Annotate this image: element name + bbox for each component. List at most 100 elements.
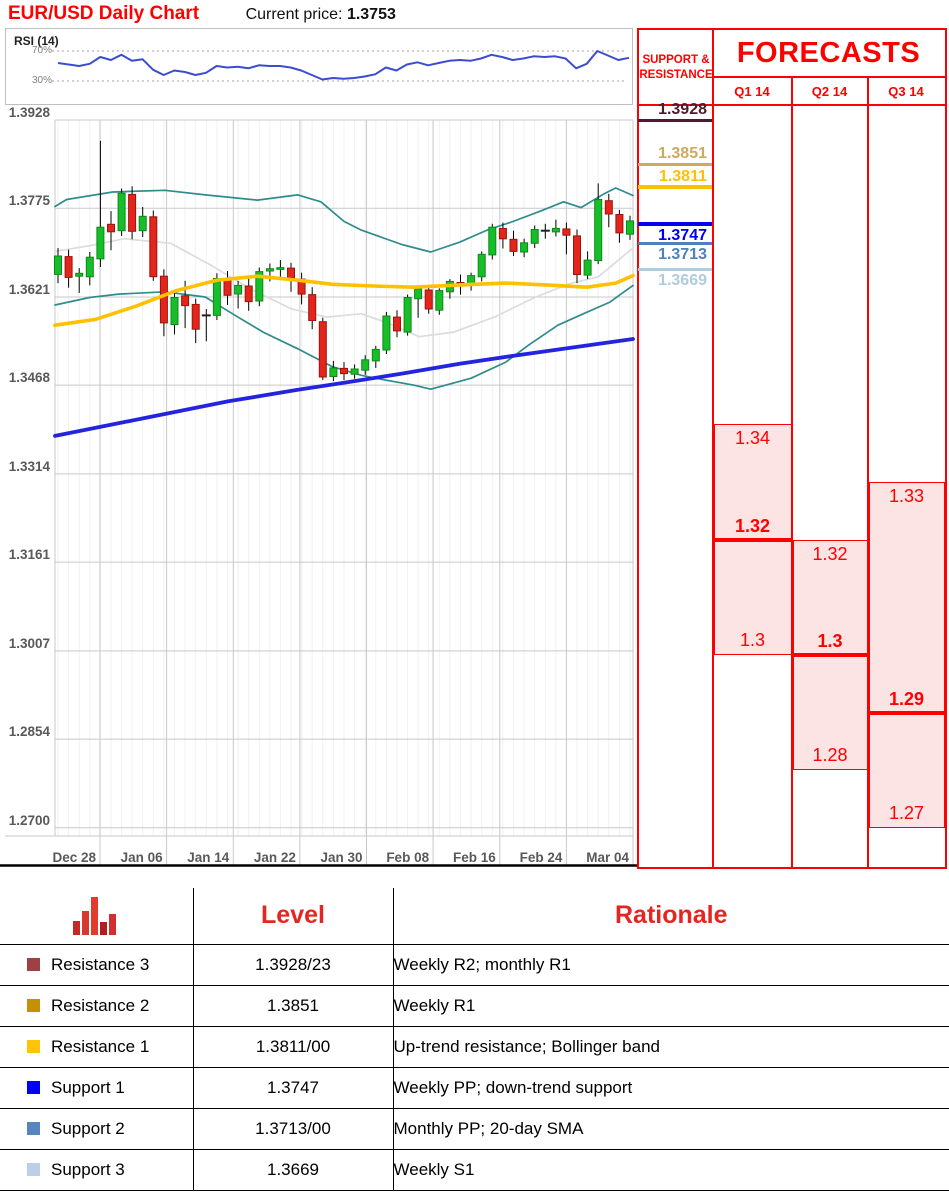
bar-chart-icon	[0, 888, 194, 944]
x-axis-label: Mar 04	[586, 850, 629, 865]
table-row: Resistance 2 1.3851 Weekly R1	[0, 984, 949, 1026]
forecast-range-box	[868, 482, 945, 828]
y-axis-label: 1.3468	[9, 370, 51, 385]
x-axis-label: Jan 14	[187, 850, 230, 865]
candle	[234, 284, 243, 295]
candle	[244, 285, 253, 303]
forecast-value-label: 1.32	[734, 515, 771, 536]
candle	[107, 223, 115, 233]
candle	[287, 267, 295, 279]
panel-border	[712, 28, 714, 869]
candle	[255, 271, 264, 302]
x-axis-label: Jan 22	[254, 850, 296, 865]
candle	[562, 228, 571, 236]
panel-border	[791, 77, 793, 869]
forecast-q1-header: Q1 14	[734, 83, 770, 99]
forecast-key-level-line	[712, 537, 793, 542]
candle	[159, 275, 168, 324]
candle	[170, 297, 179, 326]
forecast-key-level-line	[791, 652, 869, 657]
level-value: 1.3851	[193, 984, 394, 1026]
doji-candle	[201, 314, 211, 317]
candle	[498, 227, 507, 240]
sr-level-line	[638, 222, 712, 227]
level-color-swatch	[27, 1163, 40, 1176]
table-header-row: Level Rationale	[0, 888, 949, 944]
candlestick-chart: Dec 28 Jan 06 Jan 14 Jan 22 Jan 30 Feb 08 Feb …	[0, 105, 638, 867]
current-price-value: 1.3753	[346, 6, 396, 23]
table-row: Support 3 1.3669 Weekly S1	[0, 1148, 949, 1191]
forecast-value-label: 1.28	[812, 745, 848, 766]
candle	[149, 216, 158, 278]
y-axis-label: 1.3314	[9, 459, 51, 474]
level-name: Resistance 2	[0, 996, 193, 1016]
level-rationale: Up-trend resistance; Bollinger band	[393, 1025, 949, 1067]
panel-border	[637, 28, 947, 30]
candle	[265, 268, 274, 272]
candle	[382, 315, 391, 351]
forecast-q2-header: Q2 14	[811, 83, 848, 99]
level-rationale: Weekly R2; monthly R1	[393, 943, 949, 985]
candle	[138, 215, 147, 232]
level-value: 1.3747	[193, 1066, 394, 1108]
candle	[64, 256, 73, 278]
candle	[594, 199, 603, 262]
candle	[477, 253, 486, 278]
table-row: Support 1 1.3747 Weekly PP; down-trend sup…	[0, 1066, 949, 1108]
level-value: 1.3669	[193, 1148, 394, 1191]
candle	[276, 267, 285, 270]
level-name: Support 1	[0, 1078, 193, 1098]
forecast-value-label: 1.3	[739, 629, 766, 650]
candle	[308, 294, 317, 322]
y-axis-label: 1.3621	[9, 282, 51, 297]
level-name: Support 2	[0, 1119, 193, 1139]
candle	[318, 321, 327, 378]
y-axis-label: 1.2700	[9, 813, 50, 828]
candle	[340, 367, 348, 375]
candle	[604, 200, 613, 215]
level-rationale: Weekly S1	[393, 1148, 949, 1191]
table-row: Support 2 1.3713/00 Monthly PP; 20-day SMA	[0, 1107, 949, 1149]
x-axis-label: Feb 16	[453, 850, 496, 865]
forecast-value-label: 1.27	[888, 802, 925, 823]
sr-header-line2: RESISTANCE	[639, 68, 713, 81]
level-color-swatch	[27, 1081, 40, 1094]
level-name: Resistance 1	[0, 1037, 193, 1057]
forecast-value-label: 1.3	[817, 630, 843, 651]
y-axis-label: 1.3007	[9, 636, 50, 651]
rsi-line	[57, 50, 630, 81]
candle	[350, 368, 359, 375]
current-price-label: Current price:	[245, 6, 343, 23]
page-title: EUR/USD Daily Chart	[8, 3, 200, 24]
forecasts-title: FORECASTS	[736, 36, 921, 69]
forecast-key-level-line	[867, 710, 946, 715]
candle	[403, 297, 412, 333]
candle	[393, 316, 401, 332]
rsi-plot	[52, 50, 630, 82]
sma-slow	[53, 273, 635, 327]
support-resistance-column: 1.3928 1.3851 1.3811 1.3747 1.3713 1.3669	[637, 101, 713, 867]
rsi-label: RSI (14)	[14, 34, 59, 48]
candle	[488, 226, 497, 256]
y-axis-label: 1.3928	[9, 105, 51, 120]
sr-level-line	[638, 185, 712, 190]
levels-table: Level Rationale Resistance 3 1.3928/23 Wee…	[0, 888, 949, 1191]
up-trend-line	[53, 337, 635, 438]
candle	[626, 220, 634, 235]
level-header: Level	[193, 888, 394, 944]
sr-level-label: 1.3747	[658, 226, 707, 244]
sr-header-line1: SUPPORT &	[642, 53, 710, 66]
candle	[371, 348, 380, 362]
sr-level-line	[638, 242, 712, 246]
level-name: Support 3	[0, 1160, 193, 1180]
doji-candle	[540, 229, 550, 232]
level-color-swatch	[27, 1040, 40, 1053]
forecast-value-label: 1.34	[734, 428, 771, 449]
bollinger-upper	[54, 187, 634, 253]
candle	[583, 259, 592, 276]
level-value: 1.3713/00	[193, 1107, 394, 1149]
candle	[530, 229, 539, 244]
level-rationale: Weekly R1	[393, 984, 949, 1026]
candle	[551, 227, 560, 233]
